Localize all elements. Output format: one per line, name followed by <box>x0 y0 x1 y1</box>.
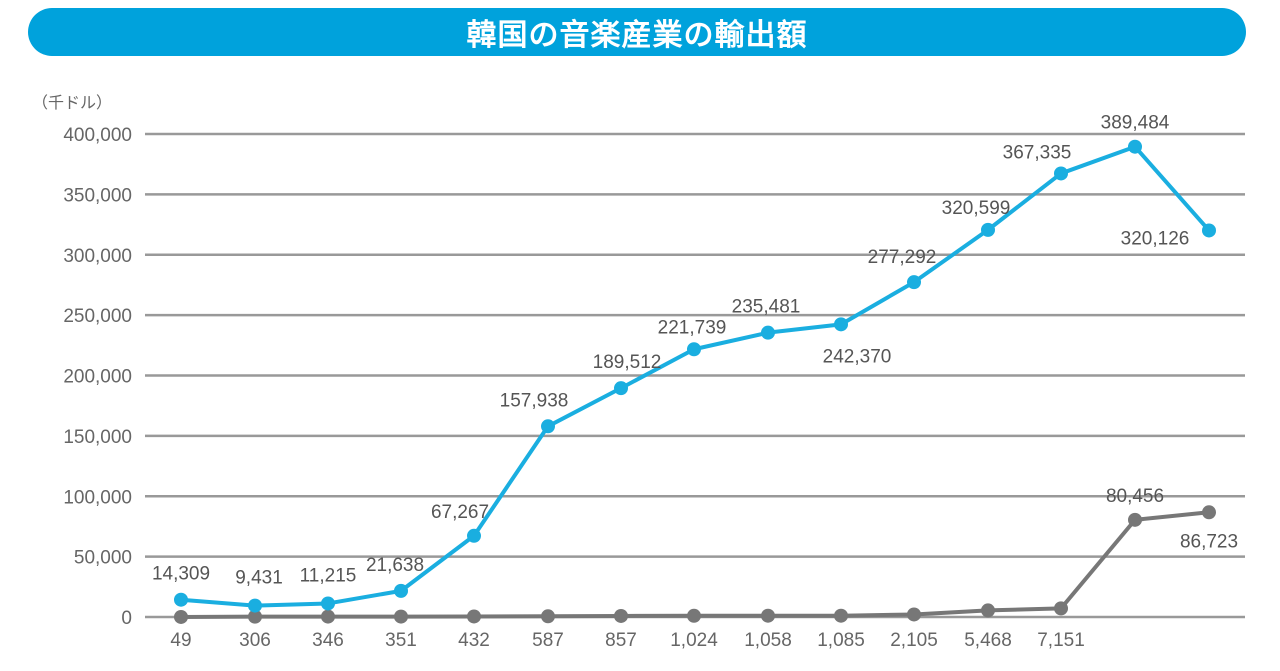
blue-data-label: 235,481 <box>732 297 801 318</box>
gray-series-point <box>321 609 335 624</box>
blue-series-point <box>248 598 262 613</box>
data-labels: 14,309 9,431 11,215 21,638 67,267 157,938 189,… <box>152 113 1238 589</box>
blue-series-point <box>1202 223 1216 238</box>
x-axis-tick-labels: 49 306 346 351 432 587 857 1,024 1,058 1,085 2,105… <box>170 630 1084 651</box>
chart-title-banner: 韓国の音楽産業の輸出額 <box>28 8 1246 56</box>
y-tick-label: 200,000 <box>63 367 132 388</box>
gray-series-point <box>1054 601 1068 616</box>
blue-series-point <box>981 222 995 237</box>
y-tick-label: 300,000 <box>63 246 132 267</box>
blue-data-label: 367,335 <box>1003 142 1072 163</box>
blue-data-label: 14,309 <box>152 564 210 585</box>
y-tick-label: 50,000 <box>74 548 132 569</box>
x-tick-label: 1,085 <box>817 630 865 651</box>
blue-data-label: 320,126 <box>1121 228 1190 249</box>
x-tick-label: 346 <box>312 630 344 651</box>
gridlines <box>145 132 1245 619</box>
blue-data-label: 189,512 <box>593 352 662 373</box>
y-axis-unit-label: （千ドル） <box>32 93 112 112</box>
gray-data-label: 86,723 <box>1180 531 1238 552</box>
gray-series-point <box>614 608 628 623</box>
blue-data-label: 320,599 <box>942 198 1011 219</box>
blue-series-point <box>321 596 335 611</box>
x-tick-label: 2,105 <box>890 630 938 651</box>
gray-series-point <box>1128 512 1142 527</box>
x-tick-label: 1,024 <box>670 630 718 651</box>
blue-series-point <box>687 342 701 357</box>
blue-data-label: 277,292 <box>868 247 937 268</box>
gray-series-point <box>981 603 995 618</box>
x-tick-label: 7,151 <box>1037 630 1085 651</box>
gray-series-point <box>394 609 408 624</box>
blue-data-label: 67,267 <box>431 502 489 523</box>
blue-series-point <box>541 419 555 434</box>
x-tick-label: 432 <box>458 630 490 651</box>
blue-series-point <box>467 528 481 543</box>
gray-series-point <box>248 609 262 624</box>
y-tick-label: 150,000 <box>63 427 132 448</box>
y-tick-label: 100,000 <box>63 487 132 508</box>
data-series <box>174 139 1216 624</box>
chart-title: 韓国の音楽産業の輸出額 <box>466 18 808 53</box>
x-tick-label: 1,058 <box>744 630 792 651</box>
blue-series-point <box>907 275 921 290</box>
blue-series-point <box>1128 139 1142 154</box>
y-tick-label: 250,000 <box>63 306 132 327</box>
blue-data-label: 389,484 <box>1101 113 1170 134</box>
blue-data-label: 242,370 <box>823 346 892 367</box>
blue-series-point <box>834 317 848 332</box>
y-tick-label: 0 <box>121 608 132 629</box>
blue-data-label: 9,431 <box>235 568 283 589</box>
gray-series-point <box>541 609 555 624</box>
blue-data-label: 157,938 <box>500 390 569 411</box>
blue-series-point <box>1054 166 1068 181</box>
x-tick-label: 306 <box>239 630 271 651</box>
gray-series-point <box>761 608 775 623</box>
blue-series-point <box>394 583 408 598</box>
blue-data-label: 11,215 <box>300 565 357 586</box>
y-tick-label: 400,000 <box>63 125 132 146</box>
gray-series-point <box>1202 505 1216 520</box>
gray-data-label: 80,456 <box>1106 486 1164 507</box>
blue-series-point <box>614 381 628 396</box>
gray-series-point <box>174 609 188 624</box>
gray-series-point <box>907 607 921 622</box>
y-axis-tick-labels: 400,000 350,000 300,000 250,000 200,000 150,0… <box>63 125 132 629</box>
y-tick-label: 350,000 <box>63 185 132 206</box>
blue-data-label: 21,638 <box>366 555 424 576</box>
x-tick-label: 857 <box>605 630 637 651</box>
gray-series-point <box>467 609 481 624</box>
blue-series-point <box>761 325 775 340</box>
blue-data-label: 221,739 <box>658 317 727 338</box>
x-tick-label: 49 <box>170 630 191 651</box>
x-tick-label: 5,468 <box>964 630 1012 651</box>
x-tick-label: 587 <box>532 630 564 651</box>
gray-series-point <box>834 608 848 623</box>
x-tick-label: 351 <box>385 630 417 651</box>
blue-series-point <box>174 592 188 607</box>
gray-series-point <box>687 608 701 623</box>
